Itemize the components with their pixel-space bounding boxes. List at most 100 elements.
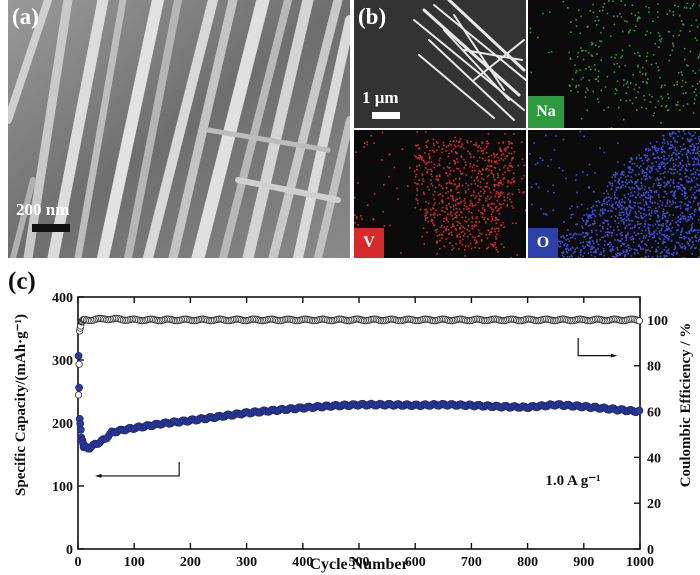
eds-signal-dot — [684, 172, 686, 175]
eds-signal-dot — [690, 206, 692, 209]
eds-signal-dot — [479, 181, 482, 183]
eds-signal-dot — [462, 226, 464, 229]
panel-b-label: (b) — [358, 4, 387, 29]
eds-signal-dot — [495, 184, 497, 186]
eds-signal-dot — [445, 218, 447, 220]
eds-signal-dot — [651, 96, 653, 98]
eds-signal-dot — [645, 171, 647, 174]
eds-signal-dot — [651, 209, 653, 212]
eds-signal-dot — [670, 147, 673, 149]
eds-signal-dot — [458, 183, 461, 185]
eds-signal-dot — [624, 254, 627, 256]
eds-signal-dot — [589, 242, 591, 245]
eds-signal-dot — [510, 152, 513, 155]
eds-signal-dot — [464, 191, 467, 194]
eds-signal-dot — [478, 247, 481, 249]
eds-signal-dot — [607, 223, 610, 225]
eds-signal-dot — [401, 148, 404, 150]
panel-c-label: (c) — [8, 268, 36, 295]
eds-signal-dot — [470, 247, 473, 250]
eds-signal-dot — [473, 156, 475, 158]
eds-signal-dot — [609, 248, 612, 251]
eds-signal-dot — [669, 200, 671, 203]
eds-signal-dot — [698, 248, 700, 251]
eds-signal-dot — [672, 45, 675, 47]
eds-signal-dot — [574, 248, 577, 251]
eds-signal-dot — [585, 222, 587, 225]
eds-signal-dot — [475, 144, 478, 147]
eds-signal-dot — [612, 0, 614, 3]
eds-signal-dot — [629, 195, 632, 198]
eds-signal-dot — [480, 240, 483, 242]
eds-signal-dot — [630, 238, 633, 241]
eds-signal-dot — [675, 206, 677, 209]
eds-signal-dot — [549, 11, 551, 13]
eds-signal-dot — [644, 156, 647, 159]
eds-signal-dot — [641, 106, 643, 109]
eds-signal-dot — [552, 209, 555, 212]
eds-signal-dot — [623, 222, 625, 225]
eds-signal-dot — [493, 203, 495, 205]
eds-signal-dot — [682, 92, 685, 95]
eds-signal-dot — [488, 160, 490, 163]
eds-signal-dot — [479, 195, 481, 197]
eds-signal-dot — [511, 205, 513, 207]
eds-signal-dot — [625, 235, 628, 237]
eds-signal-dot — [684, 218, 687, 221]
eds-signal-dot — [469, 165, 471, 168]
eds-signal-dot — [627, 244, 629, 247]
eds-signal-dot — [628, 44, 631, 47]
eds-signal-dot — [423, 193, 425, 195]
x-axis-title: Cycle Number — [309, 556, 408, 573]
eds-signal-dot — [693, 200, 695, 203]
eds-signal-dot — [499, 203, 501, 205]
eds-signal-dot — [687, 160, 689, 163]
eds-signal-dot — [488, 156, 490, 158]
eds-signal-dot — [576, 223, 578, 226]
eds-signal-dot — [696, 151, 699, 154]
y-axis-right-title: Coulombic Efficiency / % — [678, 323, 694, 488]
eds-signal-dot — [680, 167, 683, 169]
eds-signal-dot — [482, 169, 484, 171]
eds-signal-dot — [491, 227, 494, 230]
eds-signal-dot — [499, 180, 502, 182]
eds-signal-dot — [597, 98, 599, 100]
eds-signal-dot — [603, 222, 605, 224]
eds-signal-dot — [512, 177, 515, 179]
eds-signal-dot — [602, 227, 604, 230]
eds-signal-dot — [694, 208, 697, 210]
eds-signal-dot — [694, 72, 697, 74]
eds-signal-dot — [645, 159, 648, 161]
eds-signal-dot — [432, 214, 435, 216]
eds-signal-dot — [649, 206, 651, 208]
eds-signal-dot — [430, 173, 432, 175]
eds-signal-dot — [623, 214, 625, 216]
eds-signal-dot — [686, 103, 689, 105]
eds-signal-dot — [585, 68, 587, 70]
eds-signal-dot — [673, 193, 675, 195]
eds-signal-dot — [657, 46, 660, 49]
eds-signal-dot — [504, 150, 507, 152]
eds-signal-dot — [502, 192, 504, 194]
eds-signal-dot — [656, 11, 659, 13]
eds-signal-dot — [586, 87, 588, 89]
eds-signal-dot — [657, 165, 660, 168]
eds-signal-dot — [486, 237, 489, 240]
eds-signal-dot — [575, 223, 577, 226]
eds-signal-dot — [454, 145, 457, 148]
eds-signal-dot — [658, 219, 661, 222]
eds-signal-dot — [600, 251, 602, 254]
eds-signal-dot — [460, 211, 463, 213]
eds-signal-dot — [581, 225, 583, 227]
eds-signal-dot — [459, 236, 461, 238]
eds-signal-dot — [633, 205, 636, 207]
eds-signal-dot — [485, 197, 487, 200]
eds-signal-dot — [467, 245, 470, 247]
eds-signal-dot — [439, 175, 441, 177]
eds-signal-dot — [669, 223, 671, 226]
eds-signal-dot — [679, 178, 681, 180]
eds-signal-dot — [626, 207, 629, 210]
eds-signal-dot — [446, 204, 448, 207]
eds-signal-dot — [625, 251, 627, 253]
eds-signal-dot — [620, 186, 623, 189]
